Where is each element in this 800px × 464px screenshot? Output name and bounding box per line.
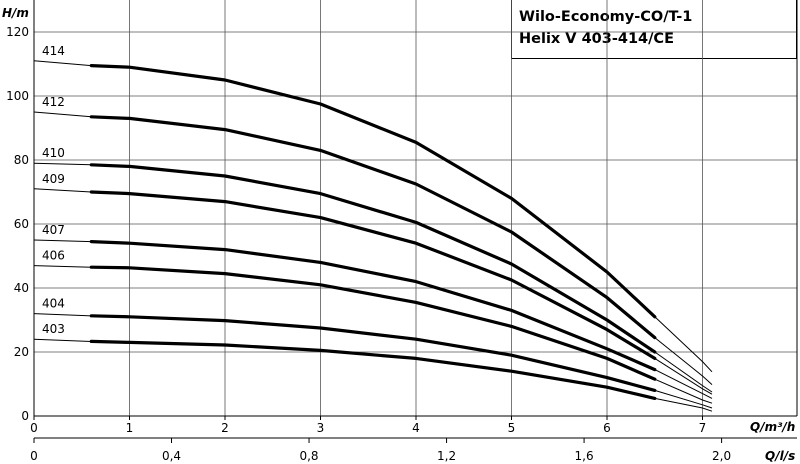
series-label-407: 407 <box>42 223 65 237</box>
series-lead-line-404 <box>33 313 92 317</box>
series-lead-line-406 <box>33 265 92 268</box>
grid <box>34 0 797 416</box>
y-axis-label: H/m <box>2 6 29 20</box>
axes <box>33 0 798 439</box>
x2-axis-label: Q/l/s <box>765 449 795 463</box>
chart-title-line-2: Helix V 403-414/CE <box>519 31 674 47</box>
series-extension-409 <box>654 357 713 395</box>
y-tick-label-60: 60 <box>14 217 29 231</box>
y-tick-label-80: 80 <box>14 153 29 167</box>
x2-tick-label-0,4: 0,4 <box>162 449 181 463</box>
y-tick-label-40: 40 <box>14 281 29 295</box>
x-tick-label-4: 4 <box>412 421 420 435</box>
series-lead-line-412 <box>33 111 92 118</box>
x-tick-label-1: 1 <box>126 421 134 435</box>
series-extension-403 <box>654 397 713 412</box>
x2-tick-label-0: 0 <box>30 449 38 463</box>
series-409: 409 <box>33 172 713 395</box>
chart-title-box: Wilo-Economy-CO/T-1 Helix V 403-414/CE <box>511 0 797 59</box>
x-tick-label-0: 0 <box>30 421 38 435</box>
y-tick-label-120: 120 <box>6 25 29 39</box>
series-lead-line-403 <box>33 338 92 342</box>
series-curve-404 <box>89 314 657 392</box>
x2-tick-label-1,6: 1,6 <box>575 449 594 463</box>
series-label-409: 409 <box>42 172 65 186</box>
series-410: 410 <box>33 146 713 393</box>
chart-title-line-1: Wilo-Economy-CO/T-1 <box>519 9 693 25</box>
x2-tick-label-0,8: 0,8 <box>299 449 318 463</box>
series-extension-410 <box>654 351 713 393</box>
series-414: 414 <box>33 44 713 373</box>
y-tick-label-100: 100 <box>6 89 29 103</box>
x2-tick-label-1,2: 1,2 <box>437 449 456 463</box>
series-extension-414 <box>654 316 713 373</box>
tick-labels: 0 20 40 60 80 100 120 0 1 2 3 4 5 6 7 0 0,4 0,8 1,2 1,6 2,0 <box>6 25 731 463</box>
series-407: 407 <box>33 223 713 399</box>
series-404: 404 <box>33 297 713 409</box>
series-group: 414 412 410 409 407 406 404 403 <box>33 44 713 412</box>
series-label-403: 403 <box>42 322 65 336</box>
series-label-414: 414 <box>42 44 65 58</box>
y-tick-label-0: 0 <box>21 409 29 423</box>
series-lead-line-414 <box>33 60 92 67</box>
x2-tick-label-2,0: 2,0 <box>712 449 731 463</box>
series-curve-412 <box>89 115 657 340</box>
series-403: 403 <box>33 322 713 412</box>
series-412: 412 <box>33 95 713 385</box>
x-tick-label-6: 6 <box>603 421 611 435</box>
series-curve-410 <box>89 163 657 354</box>
series-extension-404 <box>654 389 713 409</box>
series-extension-412 <box>654 337 713 385</box>
x-tick-label-3: 3 <box>317 421 325 435</box>
series-lead-line-410 <box>33 162 92 166</box>
series-extension-407 <box>654 369 713 399</box>
series-lead-line-407 <box>33 239 92 243</box>
y-tick-label-20: 20 <box>14 345 29 359</box>
x-axis-label: Q/m³/h <box>750 420 795 434</box>
series-label-412: 412 <box>42 95 65 109</box>
series-label-406: 406 <box>42 249 65 263</box>
series-curve-403 <box>89 339 657 400</box>
series-curve-414 <box>89 63 657 319</box>
x-tick-label-7: 7 <box>699 421 707 435</box>
series-lead-line-409 <box>33 188 92 193</box>
x-tick-label-2: 2 <box>221 421 229 435</box>
series-curve-407 <box>89 240 657 372</box>
series-label-410: 410 <box>42 146 65 160</box>
series-curve-409 <box>89 190 657 360</box>
series-label-404: 404 <box>42 297 65 311</box>
series-extension-406 <box>654 378 713 404</box>
series-406: 406 <box>33 249 713 404</box>
x-tick-label-5: 5 <box>508 421 516 435</box>
series-curve-406 <box>89 265 657 381</box>
